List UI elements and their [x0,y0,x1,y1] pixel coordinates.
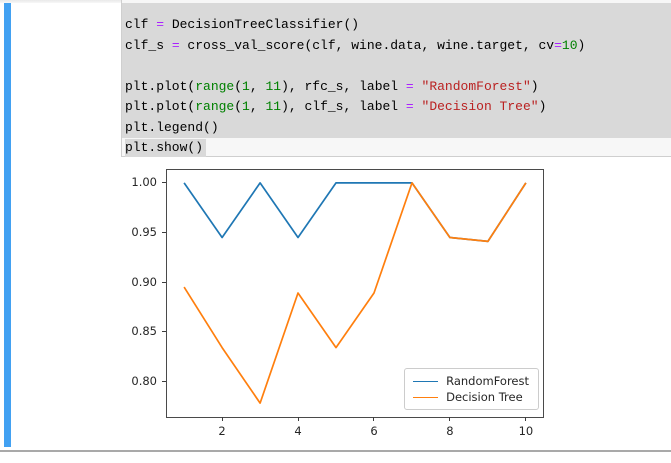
code-line-2[interactable]: clf_s = cross_val_score(clf, wine.data, … [122,35,671,56]
code-line-1[interactable]: clf = DecisionTreeClassifier() [122,15,671,36]
x-tick-label: 2 [218,424,226,438]
x-tick-mark [221,417,223,421]
code-line-6[interactable]: plt.legend() [122,117,671,138]
code-token: = [156,17,165,32]
chart-legend: RandomForest Decision Tree [404,368,539,410]
code-token: = [405,78,414,94]
code-token: ) [530,78,539,94]
code-line-3[interactable] [122,56,671,77]
code-token: ) [538,99,547,114]
code-token: "RandomForest" [421,78,531,94]
legend-line-sample-icon [413,396,439,398]
code-cell-input[interactable]: clf = DecisionTreeClassifier() clf_s = cr… [121,0,671,157]
code-token: , [249,78,266,94]
y-tick-label: 0.80 [131,373,157,388]
code-token: "Decision Tree" [421,99,539,114]
code-token: range [195,78,235,94]
y-tick-mark [162,231,166,233]
code-token: ( [234,78,243,94]
code-token: plt.show() [125,140,204,155]
code-token: plt.legend() [125,119,219,135]
code-line-4[interactable]: plt.plot(range(1, 11), rfc_s, label = "R… [122,76,671,97]
legend-entry: RandomForest [413,373,529,389]
code-token: DecisionTreeClassifier() [164,17,360,32]
x-tick-label: 8 [446,424,454,438]
x-tick-mark [525,417,527,421]
y-tick-mark [162,380,166,382]
x-tick-label: 4 [294,424,302,438]
code-token: 11 [265,78,282,94]
code-token: cross_val_score(clf, wine.data, wine.tar… [179,37,555,53]
code-token [414,99,422,114]
y-tick-mark [162,331,166,333]
code-token: ( [234,99,243,114]
selected-cell-indicator-bar [4,3,11,447]
code-token: ), clf_s, label [281,99,406,114]
series-line-randomforest [183,182,527,243]
code-token: 11 [265,99,282,114]
bottom-divider-line [0,450,671,452]
code-token: = [171,37,180,53]
code-token: 10 [561,37,578,53]
y-tick-label: 0.90 [131,274,157,289]
x-tick-label: 10 [518,424,534,438]
code-token [414,79,422,94]
y-tick-mark [162,281,166,283]
y-tick-mark [162,182,166,184]
code-token: 1 [242,99,250,114]
code-token: plt.plot( [125,99,196,114]
code-token: 1 [242,78,250,94]
code-token: = [554,37,562,53]
code-token: , [249,99,266,114]
code-token: plt.plot( [125,78,196,94]
legend-entry: Decision Tree [413,389,529,405]
legend-label: RandomForest [446,374,529,388]
code-token: = [405,99,414,114]
x-tick-label: 6 [370,424,378,438]
legend-line-sample-icon [413,380,439,382]
x-tick-mark [449,417,451,421]
code-line-7[interactable]: plt.show() [122,138,671,159]
legend-label: Decision Tree [446,390,523,404]
y-tick-label: 1.00 [131,175,157,190]
code-token: clf [125,17,157,32]
y-tick-label: 0.95 [131,224,157,239]
code-line-5[interactable]: plt.plot(range(1, 11), clf_s, label = "D… [122,97,671,118]
x-tick-mark [373,417,375,421]
chart-lines-canvas [183,182,527,404]
y-tick-label: 0.85 [131,324,157,339]
series-line-decision-tree [183,182,527,404]
code-token: clf_s [125,37,172,53]
x-tick-mark [297,417,299,421]
code-editor-lines[interactable]: clf = DecisionTreeClassifier() clf_s = cr… [122,3,671,159]
code-token: range [195,99,235,114]
plot-axes: RandomForest Decision Tree 0.80 0.85 0.90 0.… [131,169,544,438]
code-token: ) [577,37,586,53]
code-token: ), rfc_s, label [281,78,406,94]
